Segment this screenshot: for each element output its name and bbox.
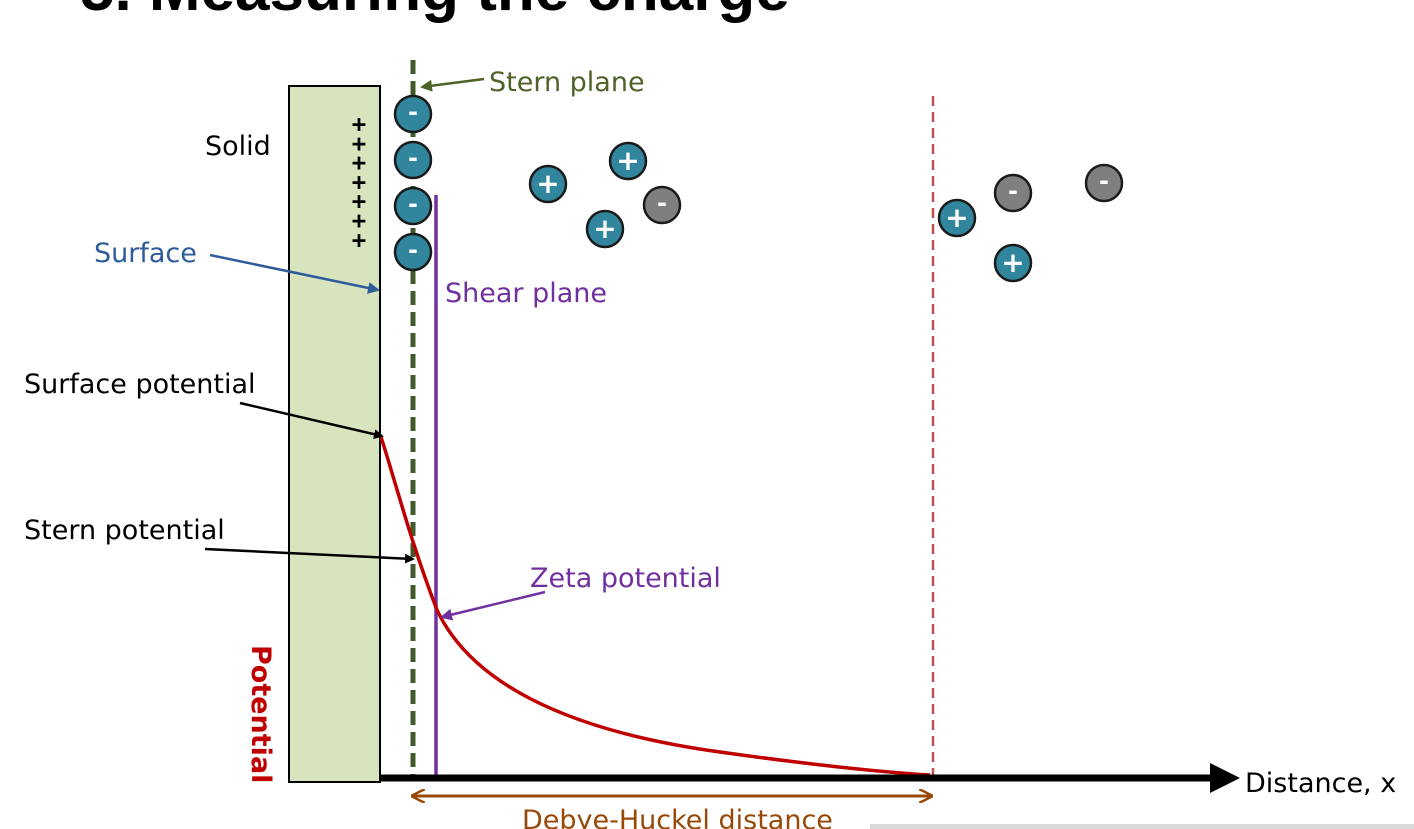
surface-potential-label: Surface potential xyxy=(24,369,256,400)
slide-title: 5. Measuring the charge xyxy=(80,0,790,24)
stern-anion-sign: - xyxy=(408,98,418,126)
cation: + xyxy=(608,141,648,181)
stern-anion-circle xyxy=(393,232,433,272)
cation-sign: + xyxy=(1001,246,1024,279)
surface-arrow xyxy=(209,253,380,294)
shear-plane-label: Shear plane xyxy=(445,278,607,309)
zeta-potential-label: Zeta potential xyxy=(530,563,721,594)
anion-sign: - xyxy=(1099,167,1109,195)
stern-anion-circle xyxy=(393,94,433,134)
cation-sign: + xyxy=(536,167,559,200)
anion: - xyxy=(642,185,682,225)
surface-charge: + xyxy=(352,168,366,196)
stern-plane-label: Stern plane xyxy=(489,67,645,98)
surface-charge: + xyxy=(352,149,366,177)
stern-anion-circle xyxy=(393,186,433,226)
cation-sign: + xyxy=(593,212,616,245)
stern-anion: - xyxy=(393,140,433,180)
cation-sign: + xyxy=(945,201,968,234)
stern-anion: - xyxy=(393,232,433,272)
cation-circle xyxy=(608,141,648,181)
stern-potential-arrow xyxy=(204,547,415,564)
anion-sign: - xyxy=(1008,177,1018,205)
surface-charge: + xyxy=(352,207,366,235)
surface-label: Surface xyxy=(94,238,197,269)
surface-charge: + xyxy=(352,187,366,215)
anion-circle xyxy=(1084,163,1124,203)
zeta-potential-arrow xyxy=(440,590,546,621)
surface-charge: + xyxy=(352,226,366,254)
stern-anion-sign: - xyxy=(408,144,418,172)
cation-circle xyxy=(993,243,1033,283)
anion-circle xyxy=(642,185,682,225)
stern-potential-label: Stern potential xyxy=(24,515,225,546)
surface-charge: + xyxy=(352,110,366,138)
cation-circle xyxy=(937,198,977,238)
debye-huckel-label: Debye-Huckel distance xyxy=(522,805,833,829)
cation-circle xyxy=(528,164,568,204)
stern-anion: - xyxy=(393,94,433,134)
cation: + xyxy=(993,243,1033,283)
anion-sign: - xyxy=(657,189,667,217)
anion: - xyxy=(993,173,1033,213)
bottom-strip xyxy=(870,824,1414,829)
stern-anion-sign: - xyxy=(408,236,418,264)
surface-charge: + xyxy=(352,129,366,157)
cation: + xyxy=(937,198,977,238)
cation-circle xyxy=(585,209,625,249)
stern-anion-sign: - xyxy=(408,190,418,218)
cation: + xyxy=(528,164,568,204)
surface-potential-arrow xyxy=(239,401,384,440)
solid-block xyxy=(288,85,381,783)
stern-plane-arrow xyxy=(420,77,485,92)
distance-axis-arrowhead xyxy=(1210,763,1240,793)
potential-curve xyxy=(379,436,931,777)
ions: ----+++- +- -+ xyxy=(393,94,1124,283)
stern-anion-circle xyxy=(393,140,433,180)
anion: - xyxy=(1084,163,1124,203)
cation-sign: + xyxy=(616,144,639,177)
surface-charges: +++++++ xyxy=(352,110,366,254)
anion-circle xyxy=(993,173,1033,213)
cation: + xyxy=(585,209,625,249)
stern-anion: - xyxy=(393,186,433,226)
distance-axis-label: Distance, x xyxy=(1245,768,1396,799)
solid-label: Solid xyxy=(205,131,271,162)
potential-axis-label: Potential xyxy=(245,645,276,783)
